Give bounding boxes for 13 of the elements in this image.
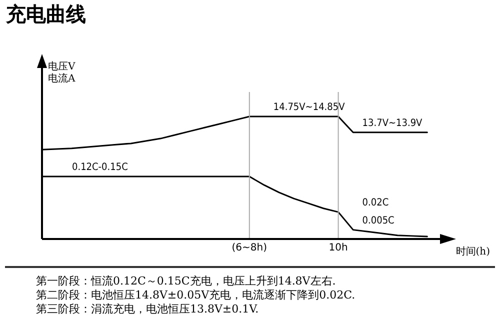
annotation: 13.7V~13.9V [362, 118, 424, 130]
annotation: 0.005C [362, 215, 394, 226]
annotation: 0.02C [362, 198, 389, 209]
x-tick-label: (6~8h) [232, 242, 268, 254]
text: 第二阶段：电池恒压14.8V±0.05V充电，电流逐渐下降到0.02C. [36, 288, 356, 302]
x-axis-title: 时间(h) [456, 246, 490, 258]
annotation: 0.12C-0.15C [72, 162, 128, 174]
x-tick-label: 10h [328, 242, 348, 254]
text: 第一阶段：恒流0.12C～0.15C充电，电压上升到14.8V左右. [36, 274, 336, 288]
annotation: 14.75V~14.85V [273, 102, 346, 114]
y-axis-title: 电压V 电流A [48, 60, 76, 85]
chart-title: 充电曲线 [5, 2, 86, 26]
text: 第三阶段：涓流充电，电池恒压13.8V±0.1V. [36, 302, 259, 316]
